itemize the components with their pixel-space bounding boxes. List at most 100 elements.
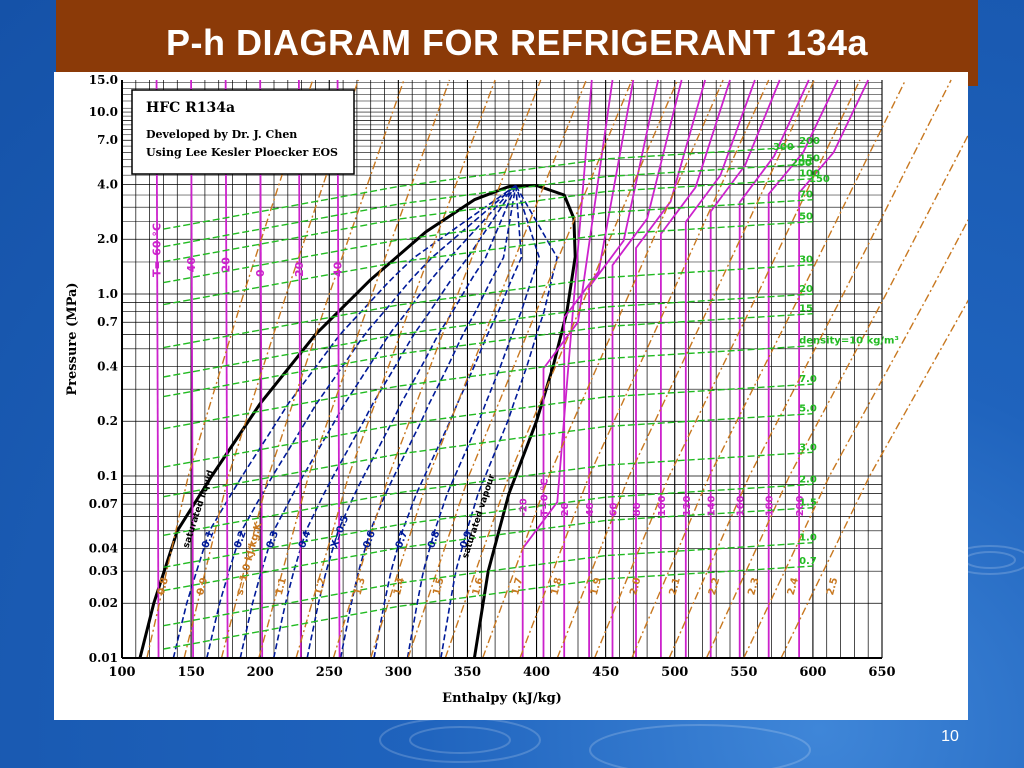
entropy-label: 1.8 — [550, 576, 565, 596]
isotherm-vapour-label: 60 — [609, 502, 620, 516]
isotherm-vapour-label: 200 — [795, 495, 806, 516]
x-tick-label: 400 — [523, 665, 550, 680]
density-label: 7.0 — [799, 374, 817, 385]
density-line — [163, 264, 813, 349]
isotherm-liquid — [190, 79, 194, 659]
entropy-label: 2.0 — [628, 576, 643, 596]
isotherm-liquid — [297, 79, 302, 659]
entropy-label: 1.1 — [274, 576, 289, 596]
entropy-label: 2.3 — [746, 576, 761, 596]
isotherm-vapour — [542, 79, 614, 658]
isotherm-liquid-label: T=-60 °C — [151, 223, 164, 277]
x-tick-label: 450 — [592, 665, 619, 680]
density-label: 1.0 — [799, 533, 817, 544]
x-axis-title: Enthalpy (kJ/kg) — [442, 691, 562, 706]
isotherm-vapour-label: 40 — [585, 502, 596, 516]
quality-line — [373, 185, 523, 659]
info-box-line: HFC R134a — [146, 100, 235, 116]
y-tick-label: 0.2 — [97, 414, 118, 428]
x-tick-label: 500 — [661, 665, 688, 680]
isotherm-vapour-label: 180 — [765, 495, 776, 516]
density-line — [163, 345, 813, 430]
entropy-label: 1.4 — [392, 576, 407, 596]
x-tick-label: 100 — [108, 665, 135, 680]
y-tick-label: 0.02 — [89, 596, 118, 610]
density-label: 1.5 — [799, 498, 817, 509]
x-tick-label: 250 — [316, 665, 343, 680]
isotherm-liquid — [155, 79, 160, 659]
entropy-line — [332, 79, 542, 659]
isotherm-supercritical-label: 300 — [773, 142, 794, 153]
density-line — [163, 199, 813, 284]
title-bar: P-h DIAGRAM FOR REFRIGERANT 134a — [56, 0, 978, 86]
density-label: 3.0 — [799, 442, 817, 453]
y-tick-label: 0.4 — [97, 359, 118, 373]
quality-line — [306, 185, 517, 659]
entropy-label: 1.5 — [431, 576, 446, 596]
quality-line — [339, 185, 517, 659]
isotherm-vapour-label: 80 — [632, 502, 643, 516]
y-tick-label: 15.0 — [89, 73, 118, 87]
entropy-line — [407, 79, 633, 659]
y-tick-label: 0.7 — [97, 315, 118, 329]
isotherm-liquid-label: 0 — [254, 269, 267, 277]
saturated-vapour-line — [472, 184, 577, 659]
quality-label: 0.1 — [200, 529, 216, 549]
info-box: HFC R134a Developed by Dr. J. Chen Using L… — [131, 89, 355, 175]
x-tick-label: 550 — [730, 665, 757, 680]
quality-line — [406, 185, 541, 659]
isotherm-vapour-label: 140 — [707, 495, 718, 516]
isotherm-liquid-label: 40 — [332, 261, 345, 277]
entropy-label: 1.9 — [589, 576, 604, 596]
entropy-line — [370, 79, 587, 659]
density-line — [163, 145, 813, 230]
density-label: 30 — [799, 255, 813, 266]
density-line — [163, 565, 813, 650]
isotherm-vapour-label: 20 — [560, 502, 571, 516]
info-box-line: Developed by Dr. J. Chen — [146, 128, 297, 141]
density-label: 0.7 — [799, 556, 817, 567]
y-tick-label: 0.1 — [97, 469, 118, 483]
density-label: 2.0 — [799, 474, 817, 485]
quality-line — [440, 185, 559, 659]
info-box-line: Using Lee Kesler Ploecker EOS — [146, 146, 338, 159]
isotherm-vapour — [521, 79, 593, 658]
density-line — [163, 383, 813, 468]
isotherm-vapour — [635, 79, 706, 658]
y-tick-label: 0.01 — [89, 651, 118, 665]
quality-line — [206, 184, 517, 659]
entropy-line — [743, 218, 968, 659]
y-tick-label: 4.0 — [97, 177, 118, 191]
density-line — [163, 542, 813, 627]
isotherm-vapour-label: 100 — [657, 495, 668, 516]
density-line — [163, 220, 813, 306]
entropy-line — [556, 79, 815, 659]
slide-number: 10 — [941, 728, 959, 745]
x-tick-label: 350 — [454, 665, 481, 680]
density-label: 70 — [799, 190, 813, 201]
slide-title: P-h DIAGRAM FOR REFRIGERANT 134a — [165, 22, 869, 63]
density-label: 100 — [799, 169, 820, 180]
chart-panel: 0.1 0.2 0.3 0.4 X=0.5 0.6 0.7 0.8 0.9 T=-60 °C -40… — [54, 72, 968, 720]
entropy-label: 0.8 — [156, 576, 171, 596]
quality-label: 0.4 — [297, 529, 313, 549]
isotherm-vapour — [767, 79, 839, 658]
entropy-label: 1.2 — [313, 576, 328, 596]
entropy-label: 2.1 — [668, 576, 683, 596]
isotherm-supercritical-label: 200 — [791, 158, 812, 169]
density-label: 5.0 — [799, 404, 817, 415]
y-tick-label: 1.0 — [97, 287, 118, 301]
y-tick-label: 10.0 — [89, 105, 118, 119]
isotherm-liquid-label: -20 — [220, 257, 233, 277]
density-line — [163, 163, 813, 248]
entropy-line — [220, 79, 405, 659]
entropy-line — [668, 79, 952, 659]
density-line — [163, 178, 813, 263]
entropy-line — [593, 79, 861, 659]
density-label: 50 — [799, 212, 813, 223]
y-tick-label: 0.03 — [89, 564, 118, 578]
isotherm-vapour-label: -20 — [519, 498, 530, 516]
entropy-label: 1.7 — [510, 576, 525, 596]
isotherm-liquid — [259, 79, 264, 659]
isotherm-vapour-label: 120 — [682, 495, 693, 516]
